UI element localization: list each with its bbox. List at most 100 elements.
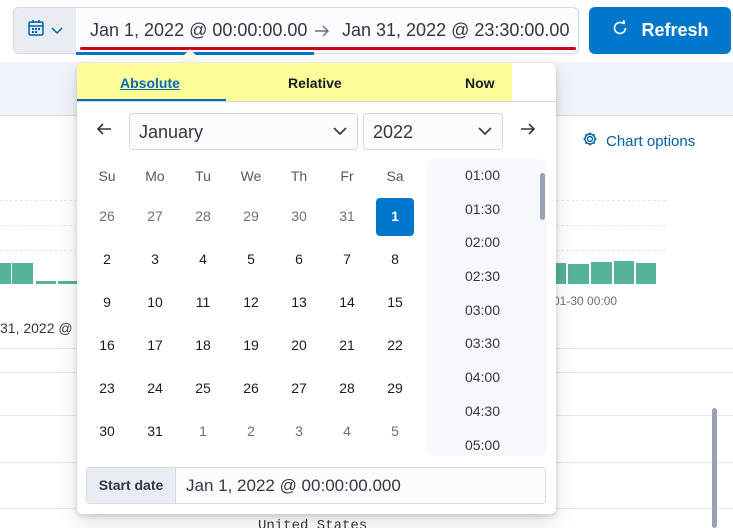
calendar-day-label: 21	[339, 337, 355, 353]
tab-absolute[interactable]: Absolute	[120, 75, 180, 91]
start-date-input[interactable]: Jan 1, 2022 @ 00:00:00.000	[186, 476, 401, 495]
time-option[interactable]: 03:00	[464, 301, 501, 318]
page-scrollbar[interactable]	[712, 408, 717, 528]
calendar-day[interactable]: 20	[275, 324, 323, 367]
month-select[interactable]: January	[129, 113, 358, 150]
chart-bar	[0, 263, 11, 284]
calendar-day-label: 27	[147, 208, 163, 224]
time-option[interactable]: 02:30	[464, 268, 501, 285]
calendar-day[interactable]: 21	[323, 324, 371, 367]
calendar-day[interactable]: 31	[323, 195, 371, 238]
calendar-day[interactable]: 26	[227, 367, 275, 410]
time-option[interactable]: 05:00	[464, 436, 501, 453]
chart-bar	[36, 281, 56, 284]
weekday-header: Su Mo Tu We Th Fr Sa	[83, 157, 419, 195]
calendar-day[interactable]: 12	[227, 281, 275, 324]
calendar-day[interactable]: 28	[179, 195, 227, 238]
calendar-day[interactable]: 8	[371, 238, 419, 281]
calendar-day[interactable]: 14	[323, 281, 371, 324]
calendar-day-label: 4	[199, 251, 207, 267]
calendar-day[interactable]: 3	[131, 238, 179, 281]
calendar-day[interactable]: 5	[371, 410, 419, 453]
calendar-day[interactable]: 16	[83, 324, 131, 367]
calendar-day[interactable]: 4	[323, 410, 371, 453]
calendar-day-label: 11	[195, 294, 211, 310]
calendar-day[interactable]: 27	[275, 367, 323, 410]
calendar-day[interactable]: 19	[227, 324, 275, 367]
calendar-day-label: 25	[195, 380, 211, 396]
calendar-day[interactable]: 5	[227, 238, 275, 281]
x-axis-label: 31, 2022 @	[0, 320, 73, 336]
calendar-day-label: 22	[387, 337, 403, 353]
chart-bar	[614, 261, 634, 284]
calendar-day-label: 7	[343, 251, 351, 267]
calendar-grid: Su Mo Tu We Th Fr Sa 26 27 28 29 30 31 1 2 3 4 5 6 7…	[83, 157, 419, 453]
calendar-week-row: 26 27 28 29 30 31 1	[83, 195, 419, 238]
weekday-label: Tu	[195, 168, 211, 184]
time-option[interactable]: 04:30	[464, 402, 501, 419]
calendar-day[interactable]: 6	[275, 238, 323, 281]
calendar-day[interactable]: 2	[83, 238, 131, 281]
chart-bar	[58, 281, 77, 284]
time-option[interactable]: 01:30	[464, 200, 501, 217]
calendar-day-label: 31	[147, 423, 163, 439]
calendar-day[interactable]: 30	[83, 410, 131, 453]
time-option[interactable]: 02:00	[464, 234, 501, 251]
quick-menu-button[interactable]	[13, 7, 77, 54]
calendar-day-label: 6	[295, 251, 303, 267]
table-cell-country: United States	[258, 518, 368, 528]
time-list-scrollbar[interactable]	[540, 173, 545, 220]
time-option[interactable]: 03:30	[464, 335, 501, 352]
next-month-button[interactable]	[519, 121, 537, 142]
calendar-day-label: 26	[99, 208, 115, 224]
calendar-day[interactable]: 2	[227, 410, 275, 453]
calendar-week-row: 30 31 1 2 3 4 5	[83, 410, 419, 453]
calendar-day[interactable]: 26	[83, 195, 131, 238]
calendar-day[interactable]: 10	[131, 281, 179, 324]
calendar-day[interactable]: 29	[371, 367, 419, 410]
calendar-day-label: 16	[99, 337, 115, 353]
calendar-day-selected[interactable]: 1	[371, 195, 419, 238]
refresh-icon	[611, 19, 629, 42]
calendar-day[interactable]: 17	[131, 324, 179, 367]
calendar-day[interactable]: 15	[371, 281, 419, 324]
calendar-day-label: 30	[291, 208, 307, 224]
calendar-day[interactable]: 1	[179, 410, 227, 453]
calendar-day[interactable]: 24	[131, 367, 179, 410]
calendar-day-label: 5	[391, 423, 399, 439]
calendar-day[interactable]: 18	[179, 324, 227, 367]
calendar-day[interactable]: 11	[179, 281, 227, 324]
tab-relative[interactable]: Relative	[288, 75, 342, 91]
time-option[interactable]: 04:00	[464, 369, 501, 386]
chart-bar	[556, 263, 566, 284]
calendar-day[interactable]: 23	[83, 367, 131, 410]
calendar-day[interactable]: 28	[323, 367, 371, 410]
end-date-button[interactable]: Jan 31, 2022 @ 23:30:00.00	[342, 20, 570, 40]
calendar-day-label: 3	[295, 423, 303, 439]
tab-now[interactable]: Now	[465, 75, 495, 91]
previous-month-button[interactable]	[95, 121, 113, 142]
calendar-day[interactable]: 25	[179, 367, 227, 410]
time-list[interactable]: 01:00 01:30 02:00 02:30 03:00 03:30 04:00 04:30…	[427, 159, 546, 456]
start-date-label: Start date	[87, 468, 176, 503]
year-select[interactable]: 2022	[363, 113, 503, 150]
calendar-day[interactable]: 30	[275, 195, 323, 238]
calendar-day[interactable]: 13	[275, 281, 323, 324]
calendar-day[interactable]: 31	[131, 410, 179, 453]
chevron-down-icon	[478, 127, 492, 136]
calendar-day[interactable]: 27	[131, 195, 179, 238]
start-date-button[interactable]: Jan 1, 2022 @ 00:00:00.00	[90, 20, 308, 40]
calendar-day-label: 14	[339, 294, 355, 310]
time-option[interactable]: 01:00	[464, 167, 501, 183]
calendar-day[interactable]: 29	[227, 195, 275, 238]
invalid-range-underline	[80, 47, 576, 50]
calendar-day[interactable]: 3	[275, 410, 323, 453]
chart-options-button[interactable]: Chart options	[582, 131, 695, 151]
calendar-day[interactable]: 22	[371, 324, 419, 367]
calendar-day[interactable]: 4	[179, 238, 227, 281]
calendar-day[interactable]: 7	[323, 238, 371, 281]
refresh-button[interactable]: Refresh	[589, 7, 731, 54]
calendar-day[interactable]: 9	[83, 281, 131, 324]
calendar-day-label: 2	[103, 251, 111, 267]
chart-options-label: Chart options	[606, 132, 696, 150]
